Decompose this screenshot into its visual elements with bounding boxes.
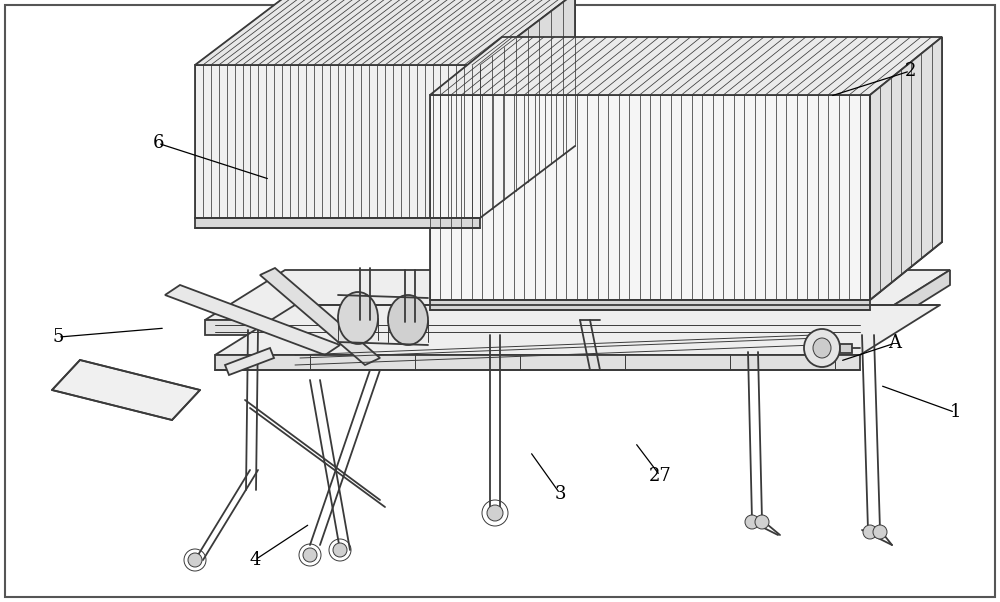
Polygon shape bbox=[215, 355, 860, 370]
Polygon shape bbox=[215, 305, 940, 355]
Text: 1: 1 bbox=[949, 403, 961, 421]
Text: 2: 2 bbox=[904, 62, 916, 80]
Polygon shape bbox=[260, 268, 380, 365]
Polygon shape bbox=[195, 0, 575, 65]
Circle shape bbox=[333, 543, 347, 557]
Polygon shape bbox=[52, 360, 200, 420]
Polygon shape bbox=[862, 240, 880, 340]
Text: A: A bbox=[889, 334, 902, 352]
Circle shape bbox=[188, 553, 202, 567]
Text: 27: 27 bbox=[649, 467, 671, 485]
Polygon shape bbox=[480, 0, 575, 218]
Ellipse shape bbox=[813, 338, 831, 358]
Polygon shape bbox=[430, 37, 942, 95]
Text: 3: 3 bbox=[554, 485, 566, 503]
Polygon shape bbox=[195, 65, 480, 218]
Polygon shape bbox=[840, 344, 852, 353]
Polygon shape bbox=[205, 320, 870, 335]
Text: 4: 4 bbox=[249, 551, 261, 569]
Polygon shape bbox=[870, 270, 950, 335]
Text: 5: 5 bbox=[52, 328, 64, 346]
Polygon shape bbox=[430, 95, 870, 300]
Polygon shape bbox=[870, 37, 942, 300]
Circle shape bbox=[745, 515, 759, 529]
Polygon shape bbox=[195, 218, 480, 228]
Circle shape bbox=[873, 525, 887, 539]
Text: 6: 6 bbox=[152, 134, 164, 152]
Circle shape bbox=[303, 548, 317, 562]
Circle shape bbox=[487, 505, 503, 521]
Polygon shape bbox=[205, 270, 950, 320]
Polygon shape bbox=[430, 300, 870, 310]
Ellipse shape bbox=[338, 292, 378, 344]
Ellipse shape bbox=[388, 295, 428, 345]
Circle shape bbox=[863, 525, 877, 539]
Polygon shape bbox=[165, 285, 340, 355]
Circle shape bbox=[755, 515, 769, 529]
Polygon shape bbox=[225, 348, 274, 375]
Ellipse shape bbox=[804, 329, 840, 367]
